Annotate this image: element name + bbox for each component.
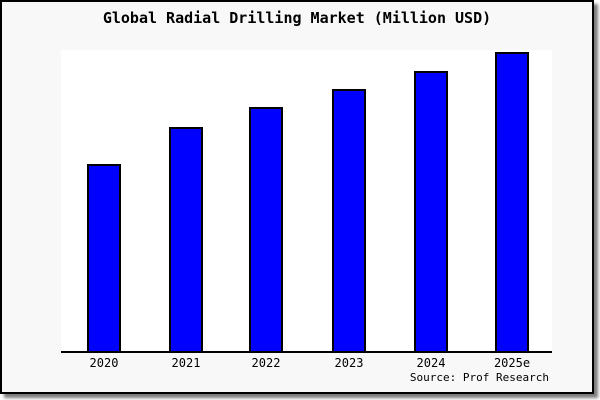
bar-2022	[249, 107, 283, 351]
plot-area	[61, 50, 552, 353]
x-tick-label-2022: 2022	[251, 356, 281, 370]
bar-2025e	[495, 52, 529, 351]
bar-2024	[414, 71, 448, 351]
x-tick-label-2025e: 2025e	[493, 356, 531, 370]
x-tick-label-2020: 2020	[89, 356, 119, 370]
x-tick-label-2024: 2024	[416, 356, 446, 370]
chart-frame: Global Radial Drilling Market (Million U…	[0, 0, 594, 394]
bar-2021	[169, 127, 203, 351]
bar-2020	[87, 164, 121, 351]
x-tick-label-2021: 2021	[171, 356, 201, 370]
bar-2023	[332, 89, 366, 351]
x-tick-label-2023: 2023	[334, 356, 364, 370]
chart-title: Global Radial Drilling Market (Million U…	[102, 9, 492, 27]
x-axis-tick-labels: 2020 2021 2022 2023 2024 2025e	[61, 356, 552, 370]
source-credit: Source: Prof Research	[409, 371, 549, 384]
